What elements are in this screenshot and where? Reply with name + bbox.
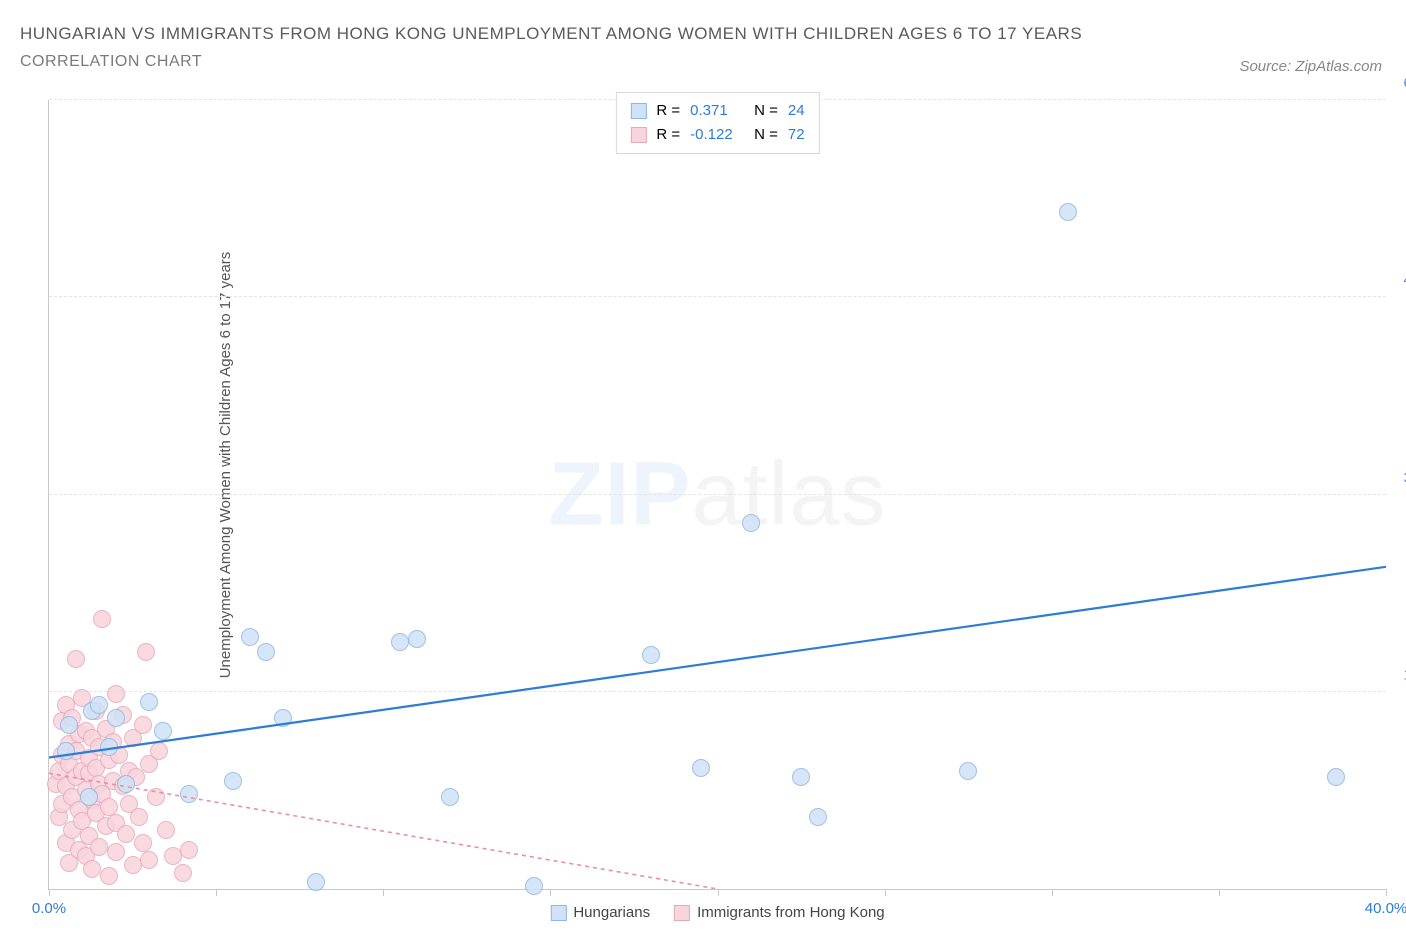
series-legend: Hungarians Immigrants from Hong Kong [550, 904, 884, 921]
scatter-point-blue [307, 873, 325, 891]
scatter-point-pink [164, 847, 182, 865]
scatter-point-blue [525, 877, 543, 895]
x-tick [550, 889, 551, 896]
legend-row-hongkong: R = -0.122 N = 72 [630, 123, 804, 147]
n-label: N = [754, 99, 778, 123]
swatch-blue [550, 905, 566, 921]
r-label: R = [656, 99, 680, 123]
swatch-pink [674, 905, 690, 921]
legend-row-hungarians: R = 0.371 N = 24 [630, 99, 804, 123]
trendline-blue [49, 567, 1386, 758]
scatter-point-pink [90, 838, 108, 856]
scatter-point-blue [809, 808, 827, 826]
x-tick [1219, 889, 1220, 896]
scatter-point-blue [60, 716, 78, 734]
x-tick [49, 889, 50, 896]
swatch-pink [630, 127, 646, 143]
scatter-point-blue [274, 709, 292, 727]
y-tick-label: 60.0% [1392, 75, 1406, 92]
scatter-point-blue [642, 646, 660, 664]
scatter-point-blue [792, 768, 810, 786]
scatter-point-pink [140, 851, 158, 869]
scatter-point-blue [391, 633, 409, 651]
x-tick [885, 889, 886, 896]
gridline [49, 691, 1386, 692]
scatter-point-blue [80, 788, 98, 806]
scatter-point-pink [100, 867, 118, 885]
scatter-point-blue [224, 772, 242, 790]
x-tick [1052, 889, 1053, 896]
watermark: ZIPatlas [548, 443, 886, 546]
scatter-point-pink [107, 843, 125, 861]
scatter-point-pink [124, 856, 142, 874]
scatter-point-pink [147, 788, 165, 806]
scatter-point-pink [180, 841, 198, 859]
scatter-point-blue [692, 759, 710, 777]
scatter-point-blue [1327, 768, 1345, 786]
x-tick [1386, 889, 1387, 896]
r-value-blue: 0.371 [690, 99, 744, 123]
scatter-point-blue [154, 722, 172, 740]
scatter-point-pink [137, 643, 155, 661]
scatter-point-blue [1059, 203, 1077, 221]
scatter-point-pink [107, 685, 125, 703]
scatter-point-pink [157, 821, 175, 839]
n-label: N = [754, 123, 778, 147]
scatter-point-blue [107, 709, 125, 727]
x-tick-label: 0.0% [32, 900, 66, 917]
gridline [49, 296, 1386, 297]
scatter-point-pink [134, 716, 152, 734]
r-label: R = [656, 123, 680, 147]
x-tick-label: 40.0% [1365, 900, 1406, 917]
scatter-point-blue [140, 693, 158, 711]
scatter-point-blue [241, 628, 259, 646]
y-tick-label: 30.0% [1392, 469, 1406, 486]
x-tick [383, 889, 384, 896]
scatter-point-pink [150, 742, 168, 760]
scatter-point-pink [83, 860, 101, 878]
swatch-blue [630, 103, 646, 119]
scatter-point-blue [57, 742, 75, 760]
x-tick [718, 889, 719, 896]
legend-item-hongkong: Immigrants from Hong Kong [674, 904, 885, 921]
y-tick-label: 15.0% [1392, 666, 1406, 683]
scatter-point-blue [441, 788, 459, 806]
scatter-point-blue [117, 775, 135, 793]
scatter-point-blue [100, 738, 118, 756]
scatter-point-pink [130, 808, 148, 826]
legend-label: Immigrants from Hong Kong [697, 904, 885, 921]
scatter-point-pink [117, 825, 135, 843]
legend-label: Hungarians [573, 904, 650, 921]
n-value-pink: 72 [788, 123, 805, 147]
gridline [49, 494, 1386, 495]
chart-plot-area: ZIPatlas 15.0%30.0%45.0%60.0% 0.0%40.0% … [48, 100, 1386, 890]
n-value-blue: 24 [788, 99, 805, 123]
scatter-point-pink [93, 610, 111, 628]
scatter-point-pink [67, 650, 85, 668]
scatter-point-pink [134, 834, 152, 852]
chart-subtitle: CORRELATION CHART [20, 53, 1386, 71]
scatter-point-blue [959, 762, 977, 780]
legend-item-hungarians: Hungarians [550, 904, 650, 921]
scatter-point-blue [742, 514, 760, 532]
r-value-pink: -0.122 [690, 123, 744, 147]
x-tick [216, 889, 217, 896]
scatter-point-blue [257, 643, 275, 661]
scatter-point-blue [408, 630, 426, 648]
correlation-legend: R = 0.371 N = 24 R = -0.122 N = 72 [615, 92, 819, 154]
source-credit: Source: ZipAtlas.com [1239, 58, 1382, 75]
scatter-point-pink [174, 864, 192, 882]
chart-title: HUNGARIAN VS IMMIGRANTS FROM HONG KONG U… [20, 20, 1386, 47]
scatter-point-blue [180, 785, 198, 803]
y-tick-label: 45.0% [1392, 272, 1406, 289]
scatter-point-blue [90, 696, 108, 714]
